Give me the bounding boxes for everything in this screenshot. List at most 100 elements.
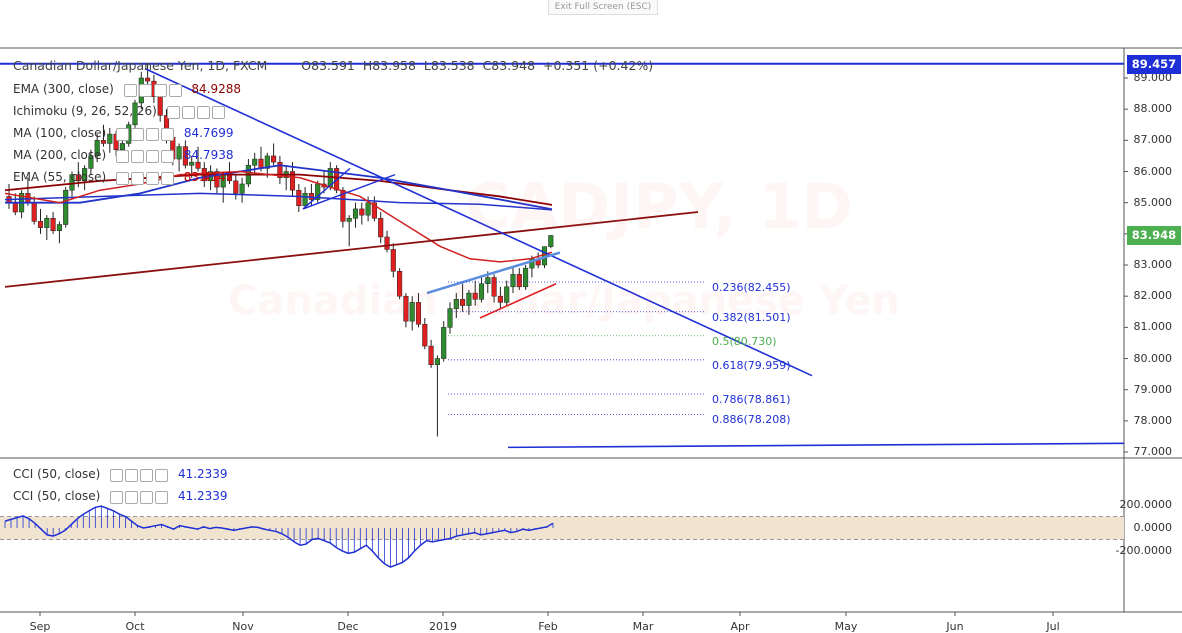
price-axis-label: 82.000 <box>1133 289 1173 303</box>
candle-body <box>497 295 503 303</box>
candle-body <box>384 236 390 250</box>
candle-body <box>132 102 138 126</box>
candle-body <box>453 299 459 309</box>
price-tag-horizontal-line: 89.457 <box>1127 54 1181 74</box>
legend-buttons[interactable] <box>108 490 169 504</box>
candle-body <box>157 96 163 116</box>
candle-body <box>485 277 491 284</box>
candle-body <box>460 299 466 306</box>
candle-body <box>12 202 18 213</box>
candle-body <box>478 283 485 300</box>
bottom-trendline <box>507 442 1125 449</box>
candle-body <box>422 323 428 347</box>
close-value: C83.948 <box>482 58 536 73</box>
candle-body <box>31 202 37 222</box>
time-axis-label: May <box>834 620 858 633</box>
rising-trendline <box>4 211 699 288</box>
legend-buttons[interactable] <box>114 149 175 163</box>
fib-level-label: 0.5(80.730) <box>712 334 777 348</box>
candle-body <box>409 302 415 322</box>
candle-body <box>378 218 384 238</box>
ema55-line <box>4 170 553 263</box>
candle-body <box>447 308 453 328</box>
wedge-upper <box>426 251 561 295</box>
cci-value: 41.2339 <box>177 467 228 481</box>
legend-buttons[interactable] <box>165 105 225 119</box>
price-axis-label: 86.000 <box>1133 164 1173 178</box>
candle-body <box>258 158 264 169</box>
cci-value: 41.2339 <box>177 489 228 503</box>
candle-body <box>441 327 447 359</box>
indicator-legend-ma100[interactable]: MA (100, close) 84.7699 <box>13 126 234 141</box>
candle-body <box>390 249 396 272</box>
price-axis-label: 78.000 <box>1133 413 1173 427</box>
candle-body <box>548 235 554 247</box>
candle-body <box>359 208 365 216</box>
candle-body <box>69 174 75 191</box>
candle-body <box>510 274 516 288</box>
cci-legend-1[interactable]: CCI (50, close) 41.2339 <box>13 467 228 482</box>
legend-buttons[interactable] <box>122 83 182 97</box>
legend-buttons[interactable] <box>114 127 175 141</box>
indicator-legend-ichimoku[interactable]: Ichimoku (9, 26, 52, 26) <box>13 104 225 119</box>
candle-body <box>189 161 195 166</box>
candle-body <box>271 155 277 163</box>
price-axis-label: 80.000 <box>1133 351 1173 365</box>
fib-level-label: 0.236(82.455) <box>712 281 791 294</box>
cci-line <box>4 505 554 568</box>
legend-buttons[interactable] <box>108 468 169 482</box>
candle-body <box>94 140 100 157</box>
time-axis-label: Feb <box>538 620 558 633</box>
candle-body <box>88 155 94 169</box>
low-value: L83.538 <box>423 58 475 73</box>
candle-body <box>346 218 352 222</box>
candle-body <box>37 221 44 228</box>
symbol-title[interactable]: Canadian Dollar/Japanese Yen, 1D, FXCM <box>13 58 268 73</box>
candle-body <box>63 189 69 225</box>
ma200-value: 84.7938 <box>183 148 234 162</box>
exit-fullscreen-button[interactable]: Exit Full Screen (ESC) <box>548 0 658 15</box>
candle-body <box>491 277 497 297</box>
wedge-lower <box>479 282 557 319</box>
candle-body <box>239 183 245 194</box>
ma100-line <box>4 192 553 211</box>
candle-body <box>371 202 377 219</box>
candle-body <box>428 345 434 366</box>
candle-body <box>397 271 403 297</box>
time-axis-label: Jul <box>1046 620 1060 633</box>
candle-body <box>264 155 270 169</box>
candle-body <box>352 208 359 219</box>
candle-body <box>403 295 409 322</box>
time-axis-label: Sep <box>29 620 51 633</box>
candle-body <box>472 292 478 300</box>
time-axis-label: Apr <box>730 620 750 633</box>
triangle-side-2 <box>302 167 351 210</box>
price-axis-label: 89.000 <box>1133 71 1173 84</box>
candle-body <box>277 161 283 178</box>
price-axis-label: 88.000 <box>1133 102 1173 116</box>
candle-body <box>82 168 88 182</box>
ma100-value: 84.7699 <box>183 126 234 140</box>
candle-body <box>466 292 472 306</box>
ema55-value: 83.4147 <box>183 170 234 184</box>
candle-body <box>365 202 371 216</box>
candle-body <box>504 286 510 303</box>
indicator-legend-ma200[interactable]: MA (200, close) 84.7938 <box>13 148 234 163</box>
candle-body <box>302 193 308 207</box>
candle-body <box>523 267 529 288</box>
time-axis-label: Oct <box>125 620 145 633</box>
fib-level-label: 0.618(79.959) <box>712 358 791 372</box>
price-axis-label: 77.000 <box>1133 445 1173 459</box>
candle-body <box>182 146 188 166</box>
cci-axis-label: 200.0000 <box>1119 498 1173 511</box>
price-axis-label: 81.000 <box>1133 320 1173 334</box>
cci-legend-2[interactable]: CCI (50, close) 41.2339 <box>13 489 228 504</box>
candle-body <box>289 171 296 191</box>
legend-buttons[interactable] <box>114 171 174 185</box>
candle-body <box>145 77 151 82</box>
indicator-legend-ema300[interactable]: EMA (300, close) 84.9288 <box>13 82 242 97</box>
candle-body <box>75 174 81 182</box>
indicator-legend-ema55[interactable]: EMA (55, close) 83.4147 <box>13 170 234 185</box>
candle-body <box>296 189 302 207</box>
candle-body <box>56 224 62 231</box>
